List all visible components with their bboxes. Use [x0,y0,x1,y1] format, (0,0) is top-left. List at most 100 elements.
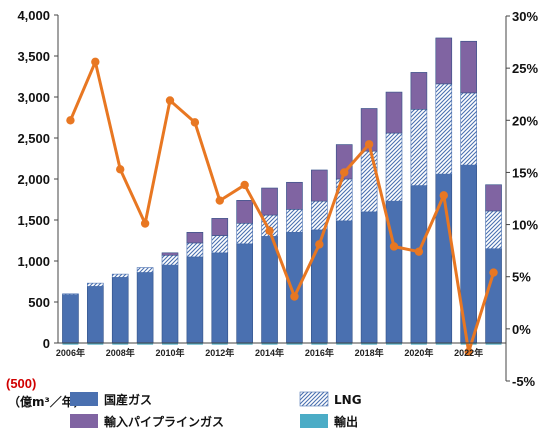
bar-1-2007 [87,282,104,287]
growth-line [69,60,495,354]
bar-2-2011 [186,232,204,244]
bar-0-2006 [62,294,79,344]
legend: 国産ガス LNG 輸入パイプラインガス 輸出 [70,391,362,429]
bar-2-2020 [410,72,428,110]
bar-2-2013 [236,200,253,224]
x-tick-label-2010: 2010年 [155,347,184,358]
growth-point-2018 [364,140,374,149]
growth-point-2011 [190,118,200,127]
x-tick-label-2008: 2008年 [106,347,135,358]
axes-layer: 0 500 1,000 1,500 2,000 2,500 3,000 3,500 4,000 (… [6,8,538,409]
growth-line-layer [66,57,498,356]
y2-tick-label-3: 10% [512,218,538,233]
bar-export-2023 [485,343,502,345]
bar-export-2010 [162,343,178,345]
legend-label-0: 国産ガス [104,392,152,407]
y-tick-label-3500: 3,500 [17,49,50,64]
x-tick-label-2022: 2022年 [454,347,483,358]
bar-0-2010 [161,264,179,344]
growth-point-2019 [389,242,399,251]
bar-1-2006 [62,293,79,295]
growth-point-2022 [464,347,473,356]
bar-export-2015 [286,343,303,345]
bar-2-2019 [385,91,403,134]
growth-point-2007 [91,57,100,67]
bar-2-2023 [485,184,502,212]
bar-export-2011 [186,343,203,345]
y2-tick-label-7: 30% [512,9,538,24]
growth-point-2009 [140,219,150,228]
bar-export-2016 [311,343,328,345]
bar-1-2008 [111,273,129,278]
bar-0-2009 [136,272,154,344]
growth-point-2013 [240,180,249,190]
y-tick-label-4000: 4,000 [17,8,50,23]
bar-2-2010 [161,252,179,256]
bar-export-2007 [87,343,104,345]
legend-label-1: LNG [334,393,362,407]
growth-point-2008 [116,165,125,174]
growth-point-2023 [489,268,498,277]
bar-1-2022 [460,92,477,166]
legend-swatch-2 [70,414,98,428]
y-tick-label-3000: 3,000 [17,90,50,105]
growth-point-2015 [290,292,299,301]
y-tick-label-1500: 1,500 [17,213,50,228]
legend-swatch-1 [299,391,329,407]
bar-export-2012 [211,343,228,345]
bar-0-2014 [261,236,278,344]
growth-point-2014 [265,226,274,236]
bar-0-2008 [111,277,129,344]
bar-export-2006 [62,343,79,345]
bar-export-2018 [361,343,378,345]
bar-0-2007 [87,286,104,344]
y-tick-label-2000: 2,000 [17,172,50,187]
bar-1-2012 [211,235,229,254]
bar-0-2013 [236,243,253,344]
bar-0-2017 [335,220,353,344]
bar-1-2018 [360,150,378,213]
bar-export-2014 [261,343,278,345]
bar-0-2018 [360,211,378,344]
unit-label: （億m³／年） [8,394,86,409]
growth-point-2020 [414,247,424,256]
growth-point-2010 [165,96,175,105]
bar-export-2013 [236,343,253,345]
bar-export-2009 [137,343,154,345]
bar-2-2012 [211,218,229,236]
bar-1-2011 [186,242,204,258]
bar-2-2018 [360,108,378,152]
bar-1-2021 [435,83,453,175]
y-tick-label-2500: 2,500 [17,131,50,146]
growth-point-2017 [340,168,349,177]
growth-point-2021 [439,191,448,200]
bar-layer [62,37,502,345]
y2-tick-label-0: -5% [512,374,536,389]
bar-2-2014 [261,187,278,216]
bar-0-2011 [186,256,204,344]
bar-2-2022 [460,40,477,94]
legend-label-3: 輸出 [334,414,358,429]
growth-point-2006 [66,116,75,125]
legend-label-2: 輸入パイプラインガス [104,414,224,429]
x-tick-label-2006: 2006年 [56,347,85,358]
bar-export-2008 [112,343,129,345]
x-tick-label-2012: 2012年 [205,347,234,358]
x-tick-label-2018: 2018年 [355,347,384,358]
bar-2-2016 [311,169,328,202]
bar-2-2021 [435,37,453,85]
bar-0-2020 [410,185,428,344]
y2-tick-label-6: 25% [512,61,538,76]
growth-point-2012 [215,196,224,205]
bar-export-2019 [386,343,402,345]
growth-point-2016 [315,240,324,249]
y2-tick-label-2: 5% [512,270,531,285]
y2-tick-label-5: 20% [512,113,538,128]
x-tick-label-2014: 2014年 [255,347,284,358]
bar-1-2010 [161,254,179,266]
y2-tick-label-4: 15% [512,165,538,180]
bar-export-2017 [336,343,353,345]
legend-swatch-3 [300,414,328,428]
y-tick-label-0: 0 [43,336,50,351]
